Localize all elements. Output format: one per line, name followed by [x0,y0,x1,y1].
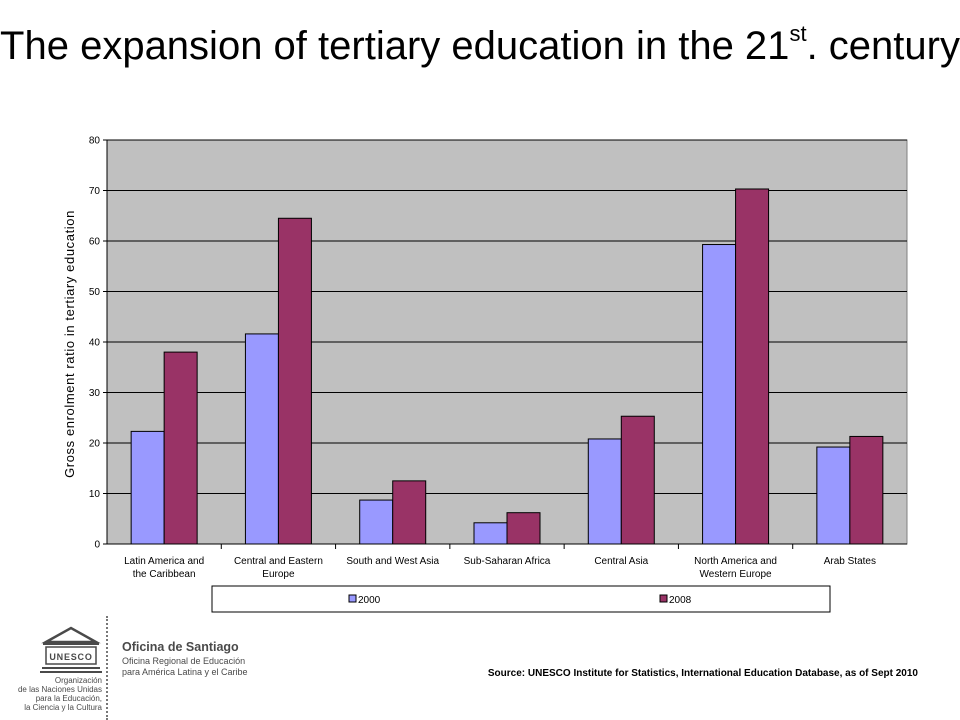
y-axis-label: Gross enrolment ratio in tertiary educat… [62,210,77,478]
bars [130,188,884,545]
x-category-label: Central and Eastern [234,556,323,567]
title-main: The expansion of tertiary education in t… [0,24,790,68]
logo-office-name: Oficina de Santiago [122,640,239,654]
unesco-emblem-text: UNESCO [49,652,92,662]
logo-org-line: la Ciencia y la Cultura [24,703,102,712]
legend-label: 2000 [358,595,381,606]
bar-2008 [849,435,884,545]
y-tick-label: 50 [89,287,101,298]
source-note: Source: UNESCO Institute for Statistics,… [487,668,918,679]
bar-chart: 0 10 20 30 40 50 60 70 80 Latin America and the C… [62,136,908,613]
logo-org-line: para la Educación, [35,694,102,703]
bar-2000 [816,446,851,545]
x-category-label: Western Europe [700,569,773,580]
legend-box [211,585,831,613]
bar-2008 [735,188,770,545]
y-tick-label: 60 [89,237,101,248]
x-category-label: Central Asia [594,556,648,567]
x-category-label: South and West Asia [346,556,439,567]
legend-swatch-2008 [659,594,668,603]
y-tick-label: 20 [89,439,101,450]
x-category-label: Europe [262,569,295,580]
bar-2000 [587,438,622,545]
legend-swatch-2000 [348,594,357,603]
y-tick-label: 40 [89,338,101,349]
y-tick-label: 80 [89,136,101,147]
unesco-logo: UNESCO Oficina de Santiago Oficina Regio… [10,616,280,720]
unesco-temple-icon: UNESCO [40,626,102,673]
x-category-label: the Caribbean [133,569,196,580]
y-tick-label: 0 [94,540,100,551]
bar-2008 [506,512,541,545]
bar-2000 [130,430,165,545]
y-tick-label: 10 [89,489,101,500]
x-category-label: Latin America and [124,556,204,567]
bar-2008 [277,217,312,545]
legend-label: 2008 [669,595,692,606]
bar-2008 [392,480,427,545]
x-category-label: Arab States [824,556,876,567]
gridlines [107,139,907,494]
title-superscript: st [789,21,807,46]
bar-2000 [702,244,737,545]
y-axis-ticks: 0 10 20 30 40 50 60 70 80 [89,136,907,551]
x-category-label: North America and [694,556,777,567]
x-category-label: Sub-Saharan Africa [464,556,551,567]
x-axis-categories: Latin America and the Caribbean Central an… [124,544,876,580]
y-tick-label: 30 [89,388,101,399]
logo-office-sub2: para América Latina y el Caribe [122,667,248,677]
bar-2008 [163,351,198,545]
logo-divider [106,616,108,720]
y-tick-label: 70 [89,186,101,197]
bar-2000 [473,522,508,545]
title-end: . century [806,24,960,68]
slide-title: The expansion of tertiary education in t… [0,22,960,70]
bar-2008 [620,415,655,545]
logo-org-line: Organización [54,676,102,685]
legend: 2000 2008 [211,585,831,613]
bar-2000 [359,499,394,545]
logo-office-sub1: Oficina Regional de Educación [122,656,246,666]
logo-org-line: de las Naciones Unidas [17,685,102,694]
bar-2000 [244,333,279,545]
